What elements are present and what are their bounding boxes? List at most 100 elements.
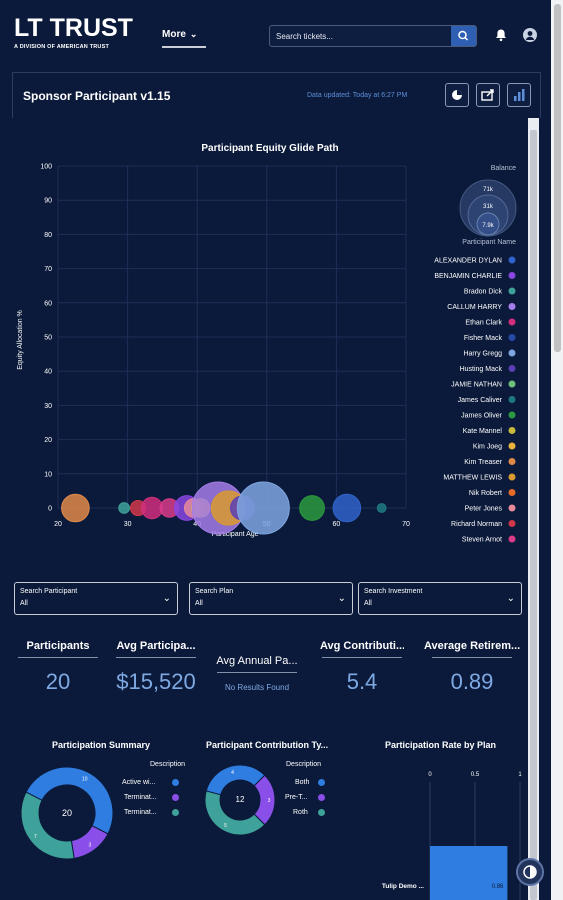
data-point [118, 502, 130, 514]
data-point [332, 493, 362, 523]
legend-title: Participant Name [462, 239, 516, 246]
logo-subtitle: A DIVISION OF AMERICAN TRUST [14, 44, 110, 50]
legend-item-label: Ethan Clark [465, 320, 502, 327]
donut-segment [20, 791, 75, 860]
donut-segment-label: 3 [268, 798, 271, 804]
legend-dot [508, 334, 516, 341]
legend-item-label: Pre-T... [285, 794, 308, 801]
legend-item-label: Bradon Dick [464, 289, 503, 296]
lt-trust-logo[interactable]: LT TRUST [14, 14, 133, 42]
help-icon [523, 865, 537, 879]
kpi-divider [217, 672, 297, 673]
legend-dot [508, 365, 516, 372]
user-icon [525, 31, 535, 40]
plan-filter[interactable]: Search Plan All ⌄ [189, 582, 353, 615]
chart-scrollbar-thumb[interactable] [530, 130, 537, 900]
more-menu-button[interactable]: More ⌄ [162, 28, 206, 48]
kpi-divider [322, 657, 402, 658]
kpi-avg-participant-balance: Avg Participa... $15,520 [114, 640, 198, 695]
donut-segment-label: 5 [224, 823, 227, 829]
kpi-title: Participants [26, 640, 90, 652]
legend-dot [318, 794, 325, 801]
share-button[interactable] [476, 83, 500, 107]
donut-segment [25, 766, 114, 835]
user-avatar[interactable] [523, 28, 537, 42]
x-tick-label: 1 [518, 772, 522, 778]
kpi-title: Average Retirem... [424, 640, 520, 652]
donut-segment-label: 4 [231, 770, 234, 776]
data-point [236, 481, 290, 535]
size-legend-value: 31k [483, 204, 494, 210]
investment-filter[interactable]: Search Investment All ⌄ [358, 582, 522, 615]
y-tick-label: 80 [44, 232, 52, 239]
contribution-type-title: Participant Contribution Ty... [206, 740, 329, 750]
kpi-divider [432, 657, 512, 658]
contribution-type-donut: 4 3 5 12 [204, 764, 276, 836]
x-tick-label: 0 [428, 772, 432, 778]
chart-title: Participant Equity Glide Path [201, 143, 338, 154]
x-axis-label: Participant Age [211, 531, 258, 538]
legend-item-label: Both [295, 779, 310, 786]
filter-label: Search Participant [20, 588, 78, 595]
kpi-value: $15,520 [116, 669, 196, 694]
y-tick-label: 0 [48, 506, 52, 513]
pie-chart-button[interactable] [445, 83, 469, 107]
legend-item-label: Husting Mack [460, 366, 503, 373]
x-tick-label: 0.5 [471, 772, 480, 778]
donut-segment-label: 7 [34, 834, 37, 840]
kpi-value: No Results Found [224, 683, 290, 692]
page-scrollbar[interactable] [551, 0, 563, 900]
rate-by-plan-chart: 0 0.5 1 0.86 Tulip Demo ... [382, 772, 522, 900]
bar-chart-button[interactable] [507, 83, 531, 107]
legend-dot [318, 779, 325, 786]
x-tick-label: 40 [193, 521, 201, 528]
legend-item-label: Kim Joeg [473, 444, 502, 451]
legend-item-label: Nik Robert [469, 490, 502, 497]
search-input[interactable] [270, 26, 452, 46]
search-icon [458, 30, 469, 41]
rate-by-plan-title: Participation Rate by Plan [385, 740, 497, 750]
participant-filter[interactable]: Search Participant All ⌄ [14, 582, 178, 615]
kpi-title: Avg Contributi... [320, 640, 404, 652]
top-navigation-bar: LT TRUST A DIVISION OF AMERICAN TRUST Mo… [0, 0, 551, 72]
page-scrollbar-thumb[interactable] [554, 4, 561, 352]
search-button[interactable] [451, 26, 476, 46]
donut-segment [204, 790, 266, 836]
chart-scrollbar[interactable] [528, 118, 539, 900]
y-tick-label: 90 [44, 198, 52, 205]
legend-item-label: BENJAMIN CHARLIE [434, 273, 502, 280]
size-legend-value: 7.9k [482, 223, 494, 229]
legend-item-label: Terminat... [124, 809, 157, 816]
legend-item-label: MATTHEW LEWIS [443, 475, 502, 482]
x-tick-label: 60 [333, 521, 341, 528]
x-tick-label: 20 [54, 521, 62, 528]
kpi-avg-annual-participation: Avg Annual Pa... No Results Found [215, 655, 299, 692]
legend-dot [508, 396, 516, 403]
legend-dot [172, 794, 179, 801]
more-label: More [162, 29, 186, 40]
legend-dot [508, 318, 516, 326]
participation-summary-donut: 10 3 7 20 [20, 766, 114, 860]
chart-canvas: Participant Equity Glide Path 0 10 20 30 40 5… [12, 118, 529, 578]
chevron-down-icon: ⌄ [506, 593, 515, 604]
kpi-value: 20 [45, 669, 71, 694]
bell-icon[interactable] [494, 28, 508, 42]
legend-dot [508, 520, 516, 527]
kpi-divider [116, 657, 196, 658]
share-icon [481, 89, 494, 101]
legend-dot [508, 380, 516, 388]
legend-item-label: James Caliver [458, 397, 503, 404]
legend-dot [508, 287, 516, 295]
donut-segment-label: 10 [82, 776, 88, 782]
y-tick-label: 10 [44, 471, 52, 478]
chevron-down-icon: ⌄ [162, 593, 171, 604]
kpi-divider [18, 657, 98, 658]
legend-dot [508, 442, 516, 450]
legend-item-label: Kim Treaser [464, 459, 502, 466]
pie-chart-icon [452, 90, 462, 100]
help-button[interactable] [516, 858, 544, 886]
y-tick-label: 100 [40, 164, 52, 171]
donut-center-value: 20 [62, 808, 72, 818]
kpi-title: Avg Annual Pa... [216, 655, 298, 667]
y-tick-label: 40 [44, 369, 52, 376]
